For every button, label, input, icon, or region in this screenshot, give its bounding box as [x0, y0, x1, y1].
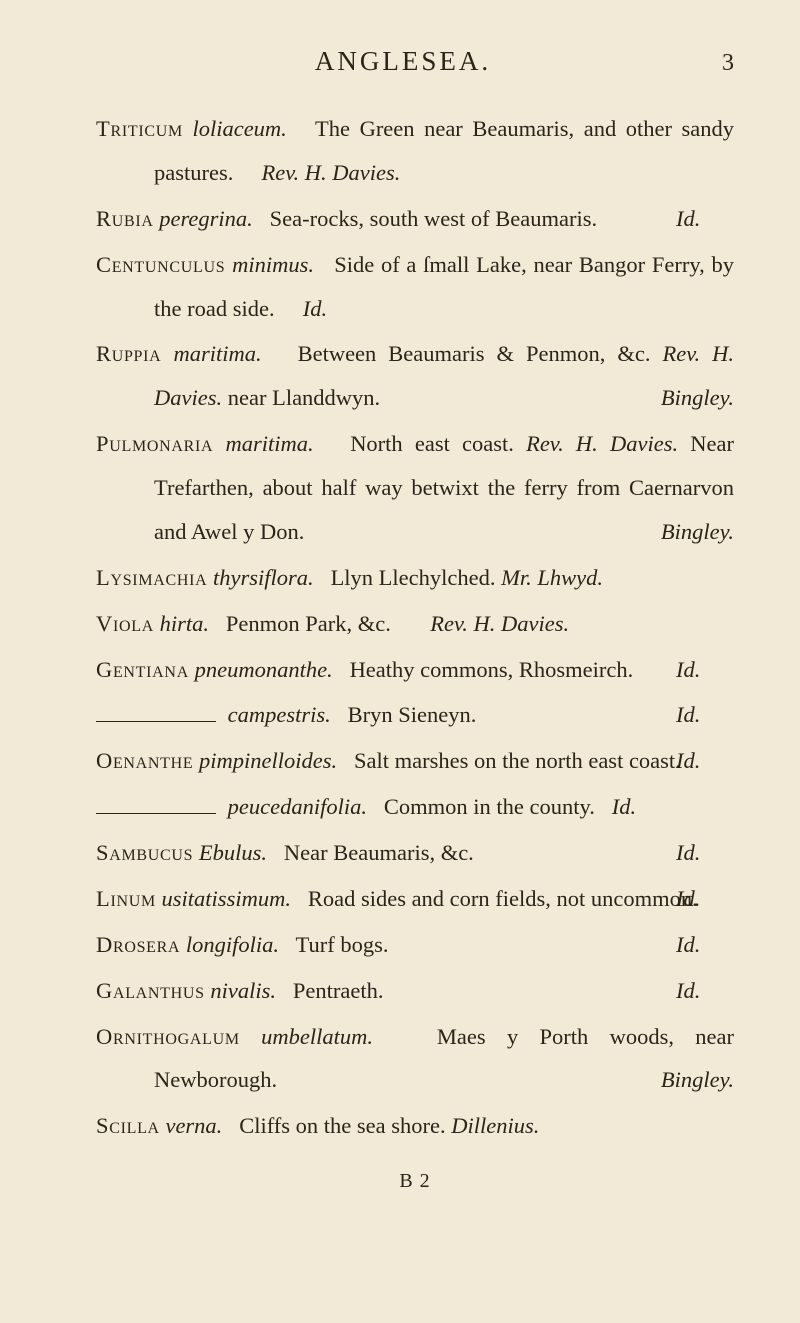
genus: Lysimachia: [96, 565, 207, 590]
entry-text: Bryn Sieneyn.: [348, 702, 477, 727]
genus: Linum: [96, 886, 156, 911]
genus: Ruppia: [96, 341, 161, 366]
entry-text: Maes y Porth woods, near Newborough.: [154, 1024, 734, 1093]
locator: Bingley.: [719, 1058, 734, 1102]
entry-text: Road sides and corn fields, not uncommon…: [308, 886, 698, 911]
locator: Id.: [303, 296, 327, 321]
species: verna.: [165, 1113, 222, 1138]
entry-text: Between Beaumaris & Penmon, &c.: [298, 341, 663, 366]
entry: Scilla verna. Cliffs on the sea shore. D…: [96, 1104, 734, 1148]
genus: Drosera: [96, 932, 180, 957]
entry: peucedanifolia. Common in the county. Id…: [96, 785, 734, 829]
species: minimus.: [232, 252, 314, 277]
entry-text: Penmon Park, &c.: [226, 611, 391, 636]
entry-text: Salt marshes on the north east coast.: [354, 748, 681, 773]
species: longifolia.: [186, 932, 279, 957]
entry-text: Near Beaumaris, &c.: [284, 840, 474, 865]
entry-text: Cliffs on the sea shore.: [239, 1113, 451, 1138]
species: maritima.: [173, 341, 261, 366]
genus: Ornithogalum: [96, 1024, 240, 1049]
page-title: ANGLESEA.: [96, 46, 710, 77]
species: thyrsiflora.: [213, 565, 314, 590]
entry-text: near Llanddwyn.: [222, 385, 380, 410]
entry: Gentiana pneumonanthe. Heathy commons, R…: [96, 648, 734, 692]
entry-text: Turf bogs.: [296, 932, 389, 957]
entry-text: Pentraeth.: [293, 978, 384, 1003]
entry: Ruppia maritima. Between Beaumaris & Pen…: [96, 332, 734, 420]
species: peucedanifolia.: [228, 794, 367, 819]
genus: Oenanthe: [96, 748, 193, 773]
genus: Galanthus: [96, 978, 205, 1003]
genus: Sambucus: [96, 840, 193, 865]
entry: Sambucus Ebulus. Near Beaumaris, &c. Id.: [96, 831, 734, 875]
species: pneumonanthe.: [195, 657, 333, 682]
header-row: ANGLESEA. 3: [96, 46, 734, 77]
species: umbellatum.: [261, 1024, 373, 1049]
entry: Viola hirta. Penmon Park, &c. Rev. H. Da…: [96, 602, 734, 646]
genus: Scilla: [96, 1113, 160, 1138]
genus: Viola: [96, 611, 154, 636]
entry-text: North east coast.: [350, 431, 526, 456]
entry: Triticum loliaceum. The Green near Beaum…: [96, 107, 734, 195]
entry: Linum usitatissimum. Road sides and corn…: [96, 877, 734, 921]
inline-authority: Dillenius.: [451, 1113, 539, 1138]
locator: Id.: [612, 794, 636, 819]
entry: Drosera longifolia. Turf bogs. Id.: [96, 923, 734, 967]
entry-text: Sea-rocks, south west of Beaumaris.: [270, 206, 597, 231]
page-number: 3: [710, 50, 734, 77]
locator: Bingley.: [719, 510, 734, 554]
inline-authority: Mr. Lhwyd.: [501, 565, 603, 590]
entry: Ornithogalum umbellatum. Maes y Porth wo…: [96, 1015, 734, 1103]
entry: campestris. Bryn Sieneyn. Id.: [96, 693, 734, 737]
genus: Gentiana: [96, 657, 189, 682]
locator: Rev. H. Davies.: [261, 160, 400, 185]
species: hirta.: [160, 611, 209, 636]
locator: Rev. H. Davies.: [430, 611, 569, 636]
entry: Lysimachia thyrsiflora. Llyn Llechylched…: [96, 556, 734, 600]
entry-text: Llyn Llechylched.: [331, 565, 502, 590]
genus: Centunculus: [96, 252, 225, 277]
species: campestris.: [228, 702, 331, 727]
species: Ebulus.: [199, 840, 267, 865]
species: maritima.: [225, 431, 313, 456]
signature-mark: B 2: [96, 1170, 734, 1193]
species: loliaceum.: [192, 116, 286, 141]
species: pimpinelloides.: [199, 748, 337, 773]
species: peregrina.: [159, 206, 253, 231]
entry-text: Heathy commons, Rhosmeirch.: [350, 657, 634, 682]
inline-authority: Rev. H. Davies.: [526, 431, 678, 456]
entry: Oenanthe pimpinelloides. Salt marshes on…: [96, 739, 734, 783]
entry: Pulmonaria maritima. North east coast. R…: [96, 422, 734, 554]
species: nivalis.: [210, 978, 276, 1003]
locator: Bingley.: [719, 376, 734, 420]
genus: Pulmonaria: [96, 431, 213, 456]
entry: Rubia peregrina. Sea-rocks, south west o…: [96, 197, 734, 241]
ditto-dash: [96, 801, 216, 814]
genus: Triticum: [96, 116, 183, 141]
entry: Centunculus minimus. Side of a ſmall Lak…: [96, 243, 734, 331]
genus: Rubia: [96, 206, 154, 231]
entry-text: Common in the county.: [384, 794, 595, 819]
species: usitatissimum.: [162, 886, 291, 911]
ditto-dash: [96, 709, 216, 722]
page-container: ANGLESEA. 3 Triticum loliaceum. The Gree…: [0, 0, 800, 1223]
entry: Galanthus nivalis. Pentraeth. Id.: [96, 969, 734, 1013]
